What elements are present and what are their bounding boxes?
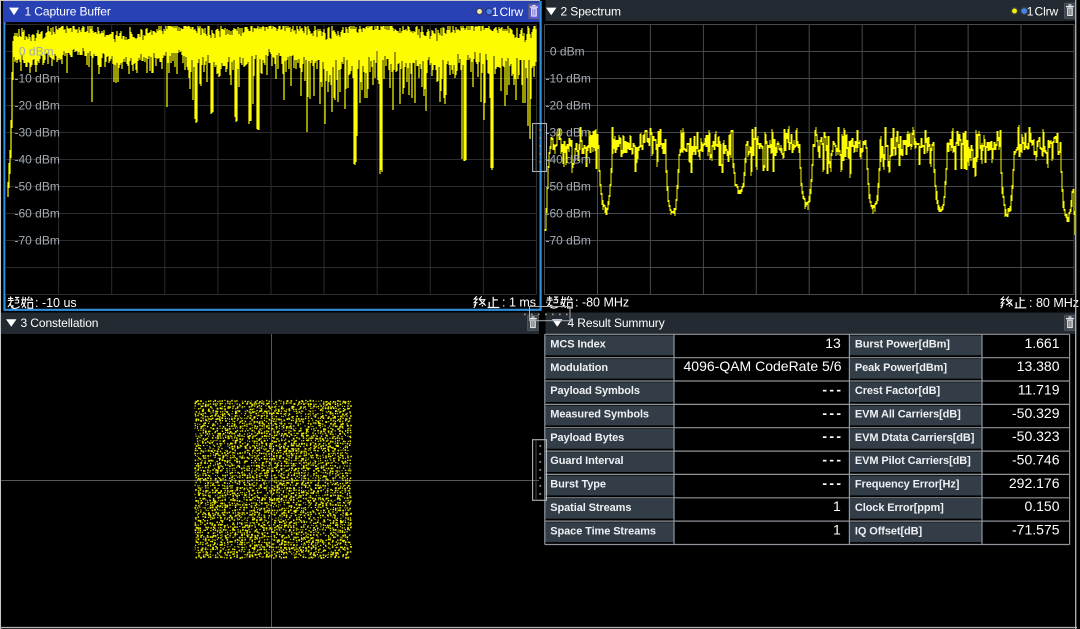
svg-text:: 80 MHz: : 80 MHz (1029, 296, 1079, 310)
svg-text:-20 dBm: -20 dBm (15, 99, 60, 113)
svg-text:---: --- (822, 428, 843, 444)
svg-text:4 Result Summury: 4 Result Summury (568, 316, 665, 330)
svg-text:-20 dBm: -20 dBm (546, 99, 591, 113)
svg-text:-50 dBm: -50 dBm (15, 180, 60, 194)
svg-text:EVM All Carriers[dB]: EVM All Carriers[dB] (855, 409, 961, 421)
svg-text:292.176: 292.176 (1009, 475, 1060, 491)
svg-text:: -80 MHz: : -80 MHz (575, 296, 629, 310)
svg-text:-50.746: -50.746 (1012, 452, 1060, 468)
svg-text:Space Time Streams: Space Time Streams (550, 525, 656, 537)
svg-text:Burst Type: Burst Type (550, 479, 606, 491)
svg-text:3 Constellation: 3 Constellation (21, 316, 99, 330)
svg-text:4096-QAM CodeRate 5/6: 4096-QAM CodeRate 5/6 (684, 358, 842, 374)
svg-text:Modulation: Modulation (550, 362, 608, 374)
svg-text:1 Capture Buffer: 1 Capture Buffer (25, 5, 111, 19)
svg-text:1: 1 (833, 498, 841, 514)
svg-text:Frequency Error[Hz]: Frequency Error[Hz] (855, 479, 960, 491)
svg-text:---: --- (822, 382, 843, 398)
svg-text:: -10 us: : -10 us (35, 296, 77, 310)
svg-text:-40 dBm: -40 dBm (546, 153, 591, 167)
svg-text:-70 dBm: -70 dBm (15, 234, 60, 248)
svg-text:11.719: 11.719 (1018, 382, 1060, 398)
svg-text:Clrw: Clrw (500, 5, 524, 19)
svg-text:Spatial Streams: Spatial Streams (550, 502, 631, 514)
svg-text:-50.329: -50.329 (1012, 405, 1060, 421)
svg-text:-70 dBm: -70 dBm (546, 234, 591, 248)
svg-text:0.150: 0.150 (1024, 498, 1059, 514)
svg-text:-30 dBm: -30 dBm (15, 126, 60, 140)
svg-text:Clrw: Clrw (1035, 4, 1059, 18)
svg-text:-30 dBm: -30 dBm (546, 126, 591, 140)
svg-text:Peak Power[dBm]: Peak Power[dBm] (855, 362, 947, 374)
svg-text:1: 1 (492, 5, 499, 19)
svg-text:2 Spectrum: 2 Spectrum (561, 5, 621, 19)
svg-text:Payload Symbols: Payload Symbols (550, 385, 640, 397)
svg-text:IQ Offset[dB]: IQ Offset[dB] (855, 525, 923, 537)
svg-text:-50.323: -50.323 (1012, 428, 1060, 444)
svg-text:MCS Index: MCS Index (550, 339, 606, 351)
svg-text:---: --- (822, 452, 843, 468)
svg-text:---: --- (822, 475, 843, 491)
svg-text:Payload Bytes: Payload Bytes (550, 432, 624, 444)
svg-text:Crest Factor[dB]: Crest Factor[dB] (855, 385, 941, 397)
svg-text:0 dBm: 0 dBm (19, 45, 54, 59)
svg-text:EVM Pilot Carriers[dB]: EVM Pilot Carriers[dB] (855, 455, 971, 467)
svg-text:: 1 ms: : 1 ms (502, 296, 536, 310)
svg-text:0 dBm: 0 dBm (550, 45, 585, 59)
svg-text:-60 dBm: -60 dBm (546, 207, 591, 221)
svg-text:13.380: 13.380 (1017, 358, 1060, 374)
svg-text:-10 dBm: -10 dBm (546, 72, 591, 86)
svg-text:-40 dBm: -40 dBm (15, 153, 60, 167)
svg-text:13: 13 (825, 335, 841, 351)
svg-text:1.661: 1.661 (1024, 335, 1059, 351)
svg-text:-10 dBm: -10 dBm (15, 72, 60, 86)
svg-text:Burst Power[dBm]: Burst Power[dBm] (855, 339, 950, 351)
svg-text:-71.575: -71.575 (1012, 522, 1060, 538)
svg-text:Guard Interval: Guard Interval (550, 455, 623, 467)
svg-text:Measured Symbols: Measured Symbols (550, 409, 649, 421)
svg-text:Clock Error[ppm]: Clock Error[ppm] (855, 502, 944, 514)
svg-text:1: 1 (1027, 4, 1034, 18)
svg-text:-60 dBm: -60 dBm (15, 207, 60, 221)
svg-text:---: --- (822, 405, 843, 421)
svg-text:EVM Dtata Carriers[dB]: EVM Dtata Carriers[dB] (855, 432, 975, 444)
svg-text:1: 1 (833, 522, 841, 538)
svg-text:-50 dBm: -50 dBm (546, 180, 591, 194)
